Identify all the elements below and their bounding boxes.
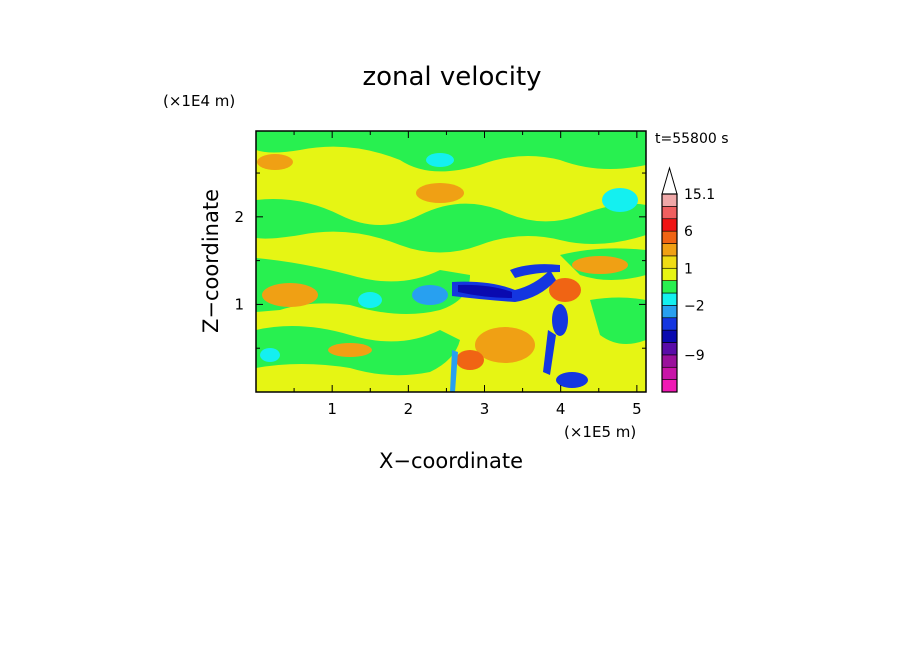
y-axis-label: Z−coordinate: [199, 189, 223, 333]
colorbar-swatch: [661, 329, 678, 343]
colorbar-swatch: [661, 280, 678, 294]
x-tick-label: 2: [404, 400, 414, 418]
x-axis-ticks: 1 2 3 4 5: [293, 131, 642, 418]
colorbar-swatch: [661, 230, 678, 244]
orange-region: [257, 154, 293, 170]
cyan-region: [260, 348, 280, 362]
colorbar-swatch: [661, 206, 678, 220]
colorbar-label: 1: [684, 261, 693, 277]
blue-region: [552, 304, 568, 336]
colorbar-swatch: [661, 267, 678, 281]
orange-region: [262, 283, 318, 307]
plot-frame: [255, 130, 647, 393]
orange-region: [475, 327, 535, 363]
colorbar-arrow: [661, 166, 678, 195]
blue-region: [556, 372, 588, 388]
field-bands: [256, 131, 646, 392]
cyan-region: [412, 285, 448, 305]
x-tick-label: 3: [480, 400, 490, 418]
orange-region: [328, 343, 372, 357]
orange-region: [456, 350, 484, 370]
colorbar: 15.1 6 1 −2 −9: [661, 166, 715, 393]
colorbar-swatch: [661, 218, 678, 232]
colorbar-swatch: [661, 255, 678, 269]
chart-title: zonal velocity: [362, 62, 541, 92]
colorbar-swatch: [661, 366, 678, 380]
blue-region: [458, 284, 512, 298]
colorbar-swatch: [661, 379, 678, 393]
colorbar-frame: [661, 193, 678, 393]
colorbar-swatch: [661, 354, 678, 368]
cyan-region: [358, 292, 382, 308]
x-axis-label: X−coordinate: [379, 449, 523, 473]
colorbar-label: 15.1: [684, 187, 715, 203]
cyan-region: [426, 153, 454, 167]
y-tick-label: 1: [234, 295, 244, 313]
orange-region: [549, 278, 581, 302]
colorbar-swatch: [661, 342, 678, 356]
x-tick-label: 5: [632, 400, 642, 418]
orange-region: [572, 256, 628, 274]
green-region: [256, 199, 646, 253]
colorbar-swatch: [661, 317, 678, 331]
colorbar-swatch: [661, 305, 678, 319]
x-unit-label: (×1E5 m): [564, 423, 636, 441]
y-tick-label: 2: [234, 208, 244, 226]
y-axis-ticks: 12: [234, 172, 646, 349]
colorbar-label: 6: [684, 224, 693, 240]
blue-region: [450, 350, 458, 392]
time-label: t=55800 s: [655, 131, 729, 147]
colorbar-swatch: [661, 292, 678, 306]
green-region: [256, 131, 646, 172]
colorbar-swatch: [661, 243, 678, 257]
blue-region: [543, 330, 556, 375]
contour-field: [256, 131, 646, 392]
green-region: [590, 297, 646, 344]
colorbar-label: −9: [684, 348, 705, 364]
cyan-region: [602, 188, 638, 212]
blue-region: [510, 264, 560, 278]
x-tick-label: 4: [556, 400, 566, 418]
colorbar-label: −2: [684, 298, 705, 314]
orange-region: [416, 183, 464, 203]
colorbar-swatch: [661, 193, 678, 207]
y-unit-label: (×1E4 m): [163, 92, 235, 110]
x-tick-label: 1: [327, 400, 337, 418]
